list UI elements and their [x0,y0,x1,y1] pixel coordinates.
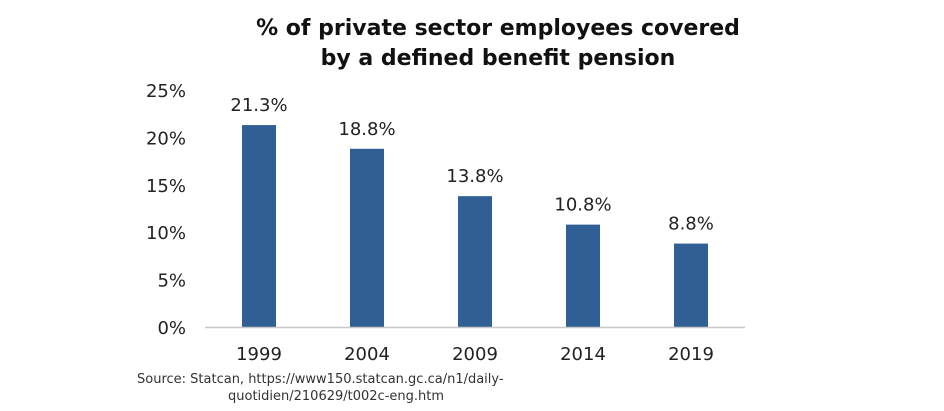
bar-2009 [458,196,492,327]
bar-2014 [566,224,600,327]
bar-2019 [674,243,708,327]
x-tick-label: 2004 [344,344,390,365]
x-tick-label: 2019 [668,344,714,365]
y-axis: 0% 5% 10% 15% 20% 25% [146,81,186,339]
bar-2004 [350,148,384,327]
bar-1999 [242,125,276,328]
x-tick-label: 1999 [236,344,282,365]
x-tick-label: 2009 [452,344,498,365]
bar-series [242,125,708,328]
y-tick-label: 15% [146,176,186,197]
y-tick-label: 5% [157,271,186,292]
source-note-line-1: Source: Statcan, https://www150.statcan.… [137,372,504,387]
chart-title-line-2: by a defined benefit pension [320,46,676,71]
x-axis: 1999 2004 2009 2014 2019 [236,344,714,365]
data-label: 18.8% [338,119,395,140]
data-label: 10.8% [554,195,611,216]
data-label: 13.8% [446,166,503,187]
x-tick-label: 2014 [560,344,606,365]
chart-title-line-1: % of private sector employees covered [256,16,740,41]
y-tick-label: 10% [146,223,186,244]
source-note-line-2: quotidien/210629/t002c-eng.htm [228,389,445,404]
data-label: 8.8% [668,214,714,235]
data-labels: 21.3% 18.8% 13.8% 10.8% 8.8% [230,95,713,235]
y-tick-label: 25% [146,81,186,102]
data-label: 21.3% [230,95,287,116]
y-tick-label: 20% [146,128,186,149]
y-tick-label: 0% [157,318,186,339]
